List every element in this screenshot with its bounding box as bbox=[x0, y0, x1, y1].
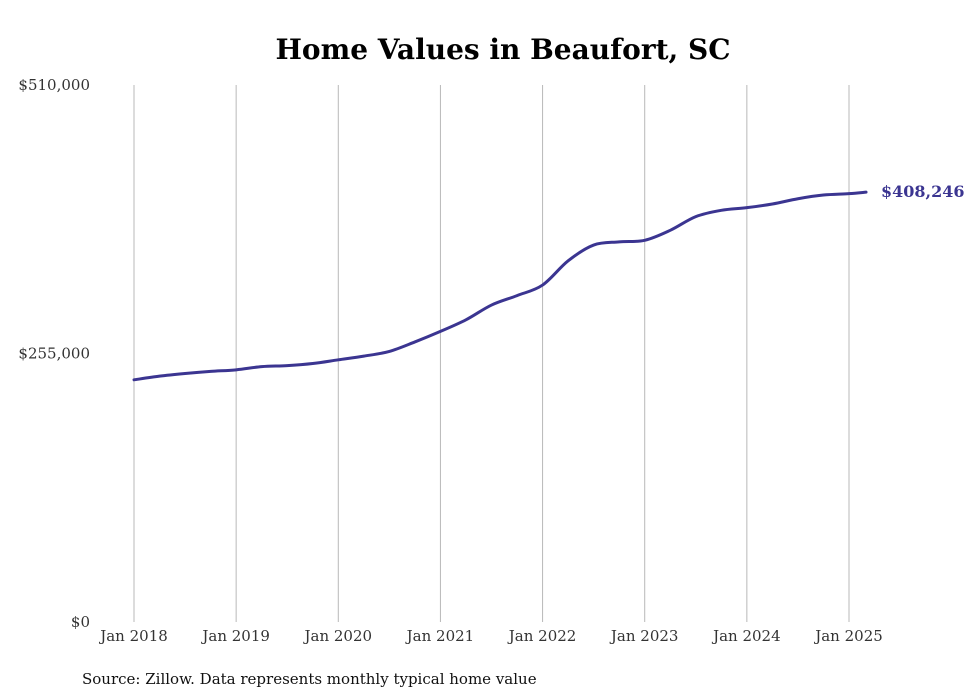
grid-lines bbox=[133, 85, 850, 622]
source-note: Source: Zillow. Data represents monthly … bbox=[82, 670, 537, 688]
series-layer bbox=[132, 190, 868, 382]
x-tick-label-3: Jan 2021 bbox=[405, 627, 475, 645]
end-value-label: $408,246 bbox=[881, 182, 965, 201]
y-tick-label-1: $255,000 bbox=[18, 345, 90, 363]
y-tick-label-0: $0 bbox=[71, 613, 90, 631]
x-tick-label-4: Jan 2022 bbox=[507, 627, 577, 645]
series-line-0 bbox=[132, 190, 868, 382]
x-tick-label-5: Jan 2023 bbox=[609, 627, 679, 645]
x-tick-label-0: Jan 2018 bbox=[98, 627, 168, 645]
x-tick-label-1: Jan 2019 bbox=[200, 627, 270, 645]
chart-title: Home Values in Beaufort, SC bbox=[275, 33, 730, 66]
x-tick-label-7: Jan 2025 bbox=[813, 627, 883, 645]
x-tick-label-2: Jan 2020 bbox=[303, 627, 373, 645]
x-axis-tick-labels: Jan 2018 Jan 2019 Jan 2020 Jan 2021 Jan 2022… bbox=[98, 627, 883, 645]
y-tick-label-2: $510,000 bbox=[18, 76, 90, 94]
y-axis-tick-labels: $0 $255,000 $510,000 bbox=[18, 76, 90, 631]
x-tick-label-6: Jan 2024 bbox=[711, 627, 781, 645]
